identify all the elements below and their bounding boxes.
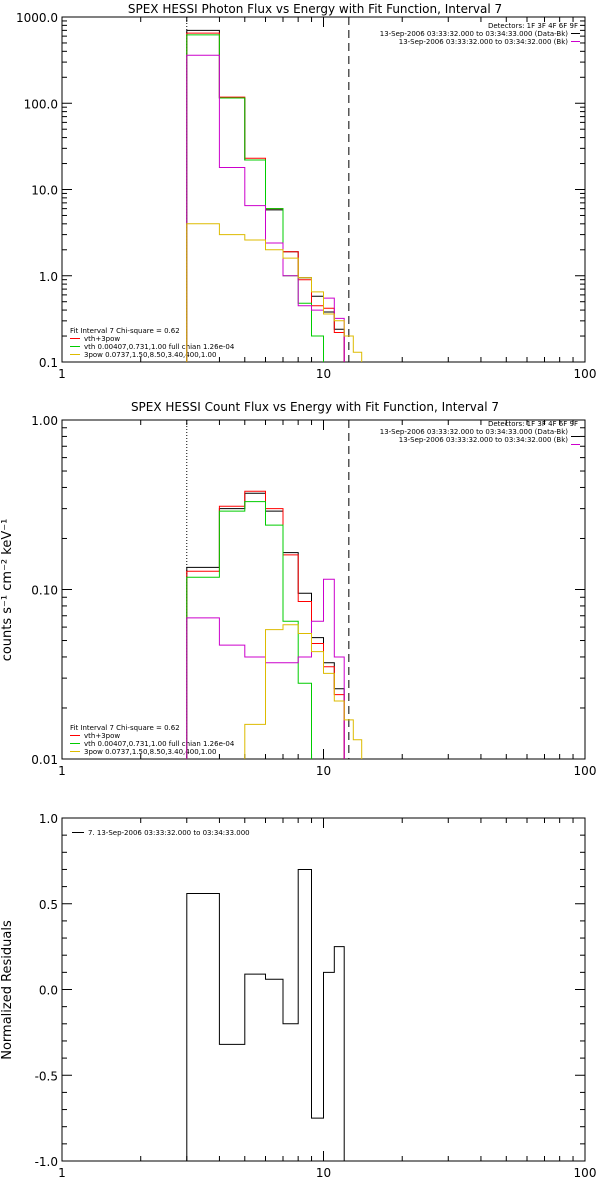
- residual-y-tick-label: -1.0: [35, 1155, 58, 1169]
- count-flux-y-axis-label: counts s⁻¹ cm⁻² keV⁻¹: [0, 519, 15, 662]
- residual-series-0-line: [186, 869, 345, 1161]
- count-series-3-line: [186, 578, 345, 759]
- photon-data: [186, 17, 363, 362]
- photon-series-4-line: [186, 223, 363, 362]
- photon-flux-title: SPEX HESSI Photon Flux vs Energy with Fi…: [128, 2, 502, 16]
- photon-y-tick-label: 1000.0: [16, 11, 58, 25]
- count-flux-info: Detectors: 1F 3F 4F 6F 9F 13-Sep-2006 03…: [380, 420, 578, 444]
- count-data-interval-text: 13-Sep-2006 03:33:32.000 to 03:34:33.000…: [380, 428, 569, 436]
- count-x-tick-label: 100: [574, 764, 597, 778]
- residuals-legend-text: 7. 13-Sep-2006 03:33:32.000 to 03:34:33.…: [88, 829, 250, 837]
- count-x-tick-label: 1: [58, 764, 66, 778]
- photon-data-interval-text: 13-Sep-2006 03:33:32.000 to 03:34:33.000…: [380, 30, 569, 38]
- photon-series-3-line: [186, 54, 345, 362]
- count-y-tick-label: 1.00: [31, 414, 58, 428]
- residual-y-tick-label: -0.5: [35, 1069, 58, 1083]
- photon-x-tick-label: 1: [58, 367, 66, 381]
- count-series-0-line: [186, 492, 345, 759]
- residual-y-tick-label: 1.0: [39, 812, 58, 826]
- count-series-4-line: [244, 624, 363, 759]
- count-flux-title: SPEX HESSI Count Flux vs Energy with Fit…: [131, 400, 499, 414]
- photon-x-tick-label: 100: [574, 367, 597, 381]
- residual-data: [186, 869, 345, 1161]
- photon-fit-chisq-text: Fit Interval 7 Chi-square = 0.62: [70, 327, 180, 335]
- photon-series-2-line: [186, 34, 324, 362]
- residual-x-tick-label: 1: [58, 1166, 66, 1180]
- count-fit-3pow-text: 3pow 0.0737,1.50,8.50,3.40,400,1.00: [84, 748, 216, 756]
- photon-series-1-line: [186, 32, 345, 362]
- count-bk-interval-text: 13-Sep-2006 03:33:32.000 to 03:34:32.000…: [399, 436, 569, 444]
- count-y-tick-label: 0.01: [31, 753, 58, 767]
- count-series-1-line: [186, 490, 345, 759]
- photon-flux-info: Detectors: 1F 3F 4F 6F 9F 13-Sep-2006 03…: [380, 22, 578, 46]
- photon-y-tick-label: 1.0: [39, 270, 58, 284]
- count-fit-vth-text: vth 0.00407,0.731,1.00 full chian 1.26e-…: [84, 740, 235, 748]
- count-detectors-text: Detectors: 1F 3F 4F 6F 9F: [488, 420, 578, 428]
- count-fit-model-text: vth+3pow: [84, 732, 120, 740]
- count-y-tick-label: 0.10: [31, 584, 58, 598]
- residual-y-tick-label: 0.0: [39, 984, 58, 998]
- photon-y-tick-label: 0.1: [39, 356, 58, 370]
- count-flux-panel: SPEX HESSI Count Flux vs Energy with Fit…: [0, 400, 596, 778]
- photon-y-tick-label: 100.0: [24, 97, 58, 111]
- photon-fit-vth-text: vth 0.00407,0.731,1.00 full chian 1.26e-…: [84, 343, 235, 351]
- residual-x-tick-label: 100: [574, 1166, 597, 1180]
- photon-y-tick-label: 10.0: [31, 184, 58, 198]
- photon-fit-legend: Fit Interval 7 Chi-square = 0.62 vth+3po…: [70, 327, 235, 359]
- photon-detectors-text: Detectors: 1F 3F 4F 6F 9F: [488, 22, 578, 30]
- count-fit-legend: Fit Interval 7 Chi-square = 0.62 vth+3po…: [70, 724, 235, 756]
- residual-y-tick-label: 0.5: [39, 898, 58, 912]
- photon-bk-interval-text: 13-Sep-2006 03:33:32.000 to 03:34:32.000…: [399, 38, 569, 46]
- photon-flux-panel: SPEX HESSI Photon Flux vs Energy with Fi…: [16, 2, 596, 381]
- residual-x-tick-label: 10: [316, 1166, 331, 1180]
- residuals-y-axis-label: Normalized Residuals: [0, 920, 15, 1060]
- photon-fit-3pow-text: 3pow 0.0737,1.50,8.50,3.40,400,1.00: [84, 351, 216, 359]
- residuals-panel: Normalized Residuals 7. 13-Sep-2006 03:3…: [0, 812, 596, 1180]
- count-x-tick-label: 10: [316, 764, 331, 778]
- count-fit-chisq-text: Fit Interval 7 Chi-square = 0.62: [70, 724, 180, 732]
- photon-fit-model-text: vth+3pow: [84, 335, 120, 343]
- photon-x-tick-label: 10: [316, 367, 331, 381]
- count-data: [186, 420, 363, 759]
- count-series-2-line: [186, 501, 312, 759]
